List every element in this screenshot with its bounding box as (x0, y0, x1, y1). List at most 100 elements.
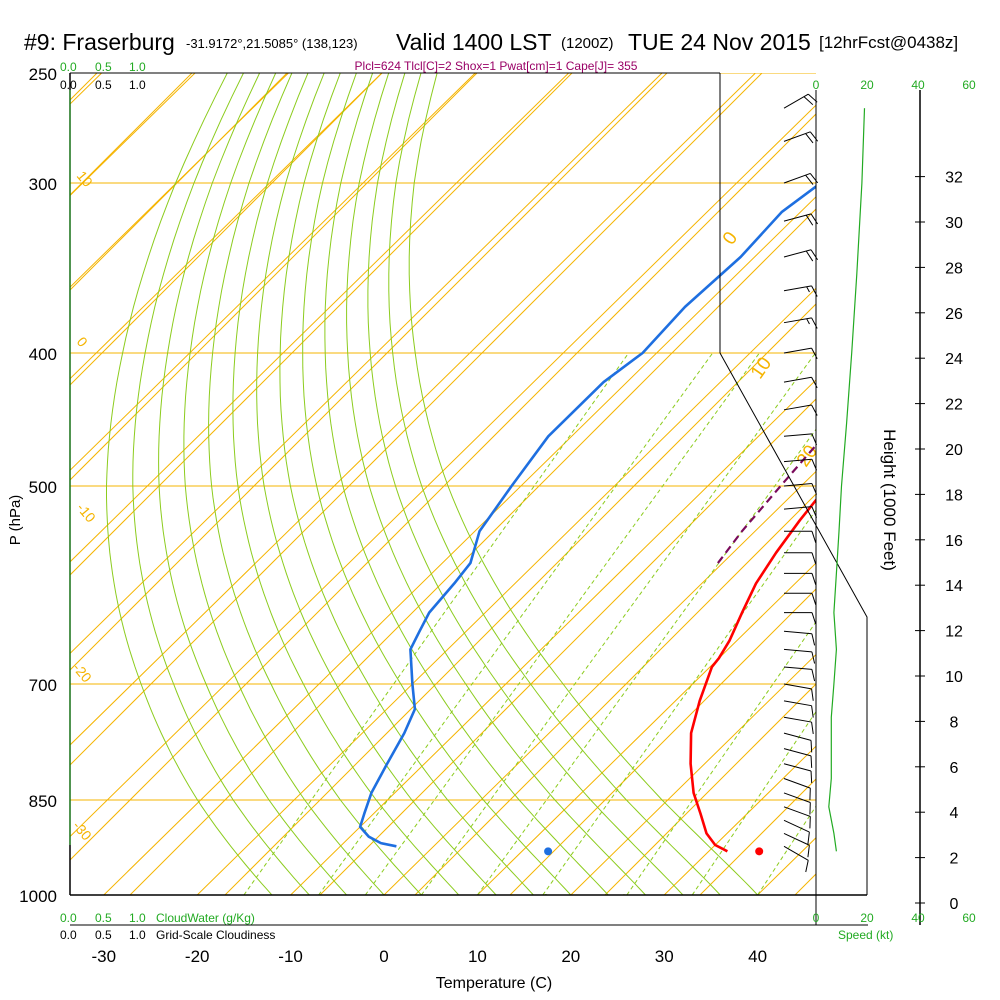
wind-barb-flag (807, 845, 810, 858)
dry-adiabat-line (129, 208, 816, 895)
isotherm-line (0, 73, 8, 895)
wind-barb-staff (783, 732, 812, 741)
wind-barb-staff (783, 845, 809, 861)
wind-barb-staff (783, 506, 812, 510)
isotherm-line (70, 73, 289, 288)
cloud-scale-bottom-green-1: 0.5 (95, 911, 112, 925)
isotherm-line (70, 73, 383, 380)
wind-barb (783, 683, 814, 701)
cloudiness-label: Grid-Scale Cloudiness (156, 928, 275, 942)
wind-barb (783, 666, 816, 682)
wind-barb (783, 732, 813, 753)
wind-barb-staff (783, 716, 812, 723)
wind-barb-staff (783, 778, 811, 789)
zulu-time: (1200Z) (561, 35, 614, 52)
wind-barb-flag (811, 285, 818, 297)
pressure-axis: 250 300 400 500 700 850 1000 (19, 65, 57, 906)
pressure-tick: 850 (29, 792, 57, 811)
dewpoint-trace (358, 184, 816, 848)
wind-barb-staff (783, 433, 812, 437)
wind-barb (783, 285, 818, 297)
temperature-tick: -30 (92, 947, 117, 966)
cloud-scale-bottom: 0.0 0.5 1.0 CloudWater (g/Kg) 0.0 0.5 1.… (60, 911, 275, 942)
speed-axis-title: Speed (kt) (838, 928, 893, 942)
height-tick: 26 (945, 306, 963, 323)
isotherm-line (290, 379, 816, 895)
moist-adiabat-line (183, 73, 385, 895)
wind-barb-flag (810, 771, 813, 784)
dry-adiabat-line (70, 73, 288, 291)
wind-barb (783, 93, 818, 109)
isotherm-line (477, 562, 816, 895)
wind-barb (783, 483, 818, 495)
valid-time: Valid 1400 LST (396, 29, 552, 55)
speed-tick-bottom: 20 (860, 911, 874, 925)
temperature-trace (689, 498, 816, 853)
forecast-info: [12hrFcst@0438z] (819, 33, 958, 52)
dry-adiabat-line (70, 73, 668, 671)
wind-barb-flag (811, 506, 818, 518)
mixing-ratio-label: 20 (613, 891, 636, 914)
pressure-tick: 300 (29, 175, 57, 194)
sounding-traces (358, 184, 816, 856)
wind-barb (783, 716, 814, 735)
isotherm-line (103, 196, 816, 895)
cloud-scale-top-green-0: 0.0 (60, 60, 77, 74)
wind-barb-flag (811, 688, 814, 701)
moist-adiabat-line (346, 73, 646, 895)
isotherm-line (70, 73, 663, 655)
wind-barb (784, 592, 817, 605)
wind-barb-halfflag (806, 318, 810, 325)
height-tick: 2 (950, 851, 959, 868)
wind-barb-flag (805, 133, 814, 144)
dry-adiabat-line (70, 73, 383, 386)
wind-barb-flag (809, 131, 819, 142)
temperature-tick: -20 (185, 947, 210, 966)
wind-barb (783, 819, 810, 845)
pressure-tick: 500 (29, 478, 57, 497)
cloud-scale-bottom-black-1: 0.5 (95, 928, 112, 942)
isotherm-line (70, 73, 756, 746)
height-tick: 10 (945, 669, 963, 686)
moist-adiabat-line (106, 73, 273, 895)
height-tick: 0 (950, 896, 959, 913)
wind-barb-staff (783, 832, 810, 846)
plot-frame (69, 72, 921, 926)
wind-barb-flag (811, 347, 818, 359)
wind-barb (783, 763, 813, 784)
temperature-tick: 10 (468, 947, 487, 966)
temperature-tick: 40 (748, 947, 767, 966)
height-tick: 8 (950, 714, 959, 731)
wind-barb-flag (809, 173, 819, 184)
wind-barb-flag (807, 93, 818, 103)
cloud-scale-top-green-1: 0.5 (95, 60, 112, 74)
speed-tick-bottom: 60 (962, 911, 976, 925)
wind-barb-flag (805, 860, 809, 873)
height-tick: 28 (945, 260, 963, 277)
station-coords: -31.9172°,21.5085° (138,123) (186, 36, 358, 51)
wind-barb-flag (811, 651, 816, 664)
wind-barb (783, 458, 818, 471)
wind-barb (783, 249, 819, 262)
wind-barb-flag (810, 249, 819, 261)
cloud-scale-top-black-0: 0.0 (60, 78, 77, 92)
height-tick: 20 (945, 442, 963, 459)
temperature-tick: -10 (278, 947, 303, 966)
dry-adiabat-line (70, 73, 763, 766)
wind-barb-flag (811, 404, 818, 416)
wind-barb-staff (783, 458, 812, 463)
wind-barb-staff (783, 806, 811, 817)
cloud-scale-top-black-2: 1.0 (129, 78, 146, 92)
isotherm-line (851, 73, 1000, 895)
moist-adiabat-line (302, 73, 572, 895)
parcel-trace (717, 443, 816, 564)
isotherm-line (570, 653, 816, 895)
mixing-ratio-label: 12 (535, 891, 558, 914)
speed-tick-top: 20 (860, 78, 874, 92)
wind-barb-staff (783, 347, 812, 354)
wind-barb-flag (811, 669, 816, 682)
pressure-tick: 1000 (19, 887, 57, 906)
temperature-tick: 20 (561, 947, 580, 966)
